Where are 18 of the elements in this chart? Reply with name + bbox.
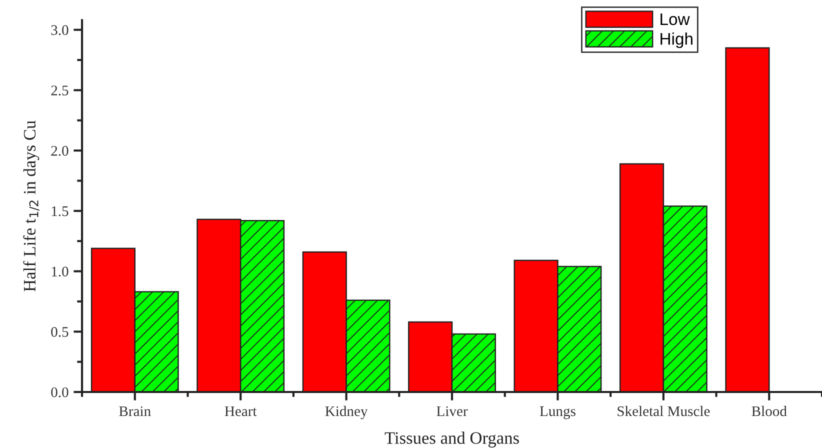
y-tick-label: 0.0 [51, 387, 68, 398]
x-tick-label: Brain [119, 406, 151, 416]
legend-label: Low [660, 14, 690, 26]
y-tick-label: 2.5 [51, 86, 68, 96]
x-tick-label: Heart [224, 406, 257, 416]
x-tick-label: Skeletal Muscle [618, 406, 710, 416]
x-tick-label: Lungs [540, 406, 576, 420]
y-tick-label: 1.5 [52, 206, 68, 216]
x-tick-label: Blood [752, 406, 787, 416]
x-tick-label: Kidney [325, 406, 368, 420]
y-axis-title: Half Life t$_{1/2}$ in days Cu [23, 120, 40, 292]
x-tick-label: Liver [436, 406, 468, 416]
y-tick-label: 1.0 [52, 266, 68, 277]
y-tick-label: 2.0 [51, 146, 68, 156]
y-tick-label: 0.5 [51, 327, 68, 337]
x-axis-title: Tissues and Organs [384, 432, 519, 448]
y-tick-label: 3.0 [51, 25, 68, 36]
legend-label: High [660, 32, 692, 48]
